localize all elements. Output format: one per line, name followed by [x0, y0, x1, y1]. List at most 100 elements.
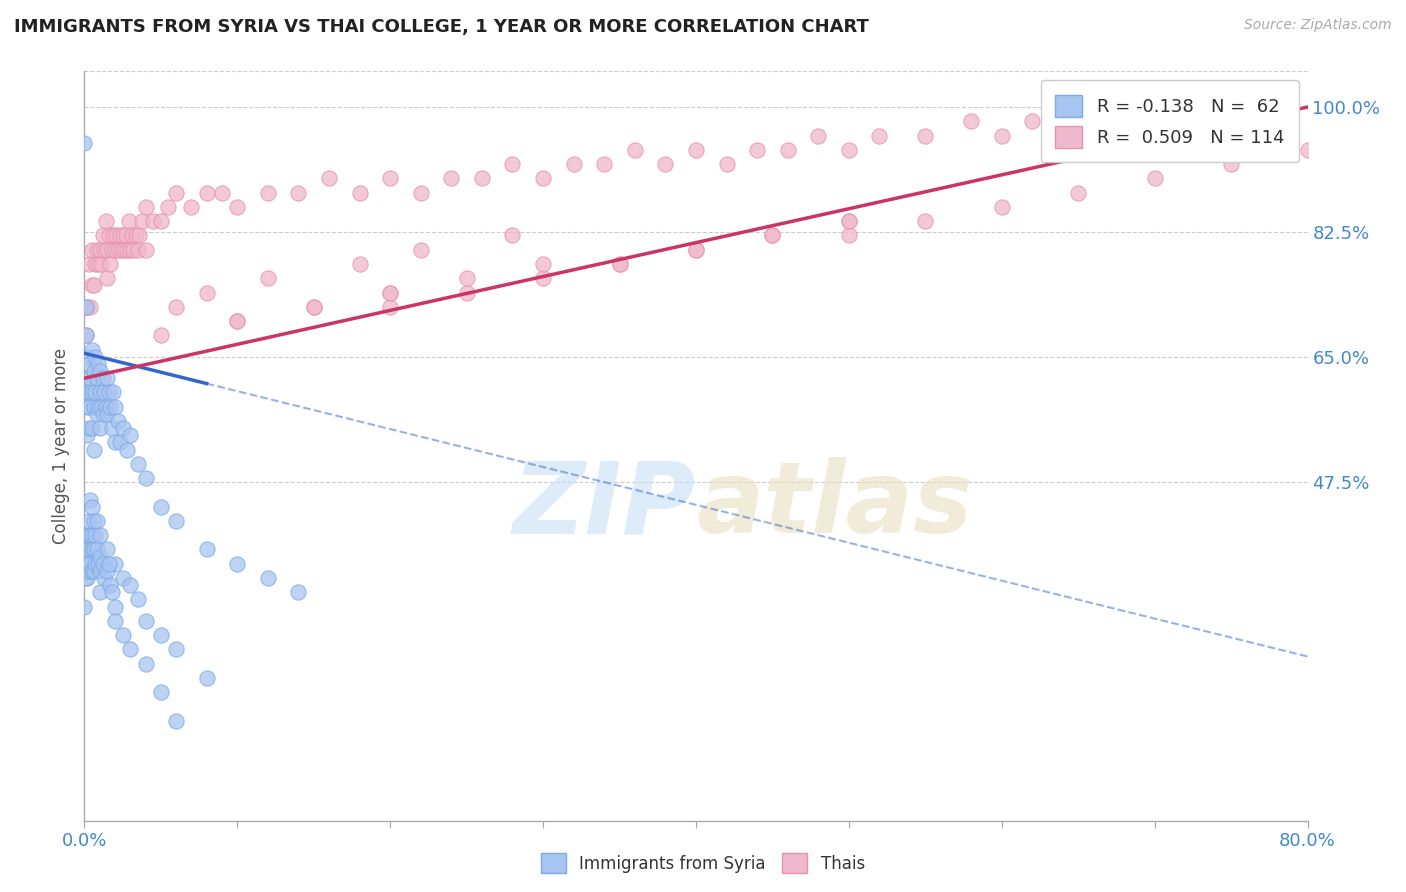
Point — [302, 300, 325, 314]
Point — [83, 542, 105, 557]
Point — [456, 285, 478, 300]
Point — [89, 564, 111, 578]
Point — [79, 492, 101, 507]
Point — [122, 243, 145, 257]
Point — [165, 186, 187, 200]
Point — [86, 407, 108, 421]
Point — [89, 585, 111, 599]
Point — [456, 271, 478, 285]
Point — [685, 243, 707, 257]
Point — [76, 571, 98, 585]
Point — [654, 157, 676, 171]
Point — [302, 300, 325, 314]
Point — [86, 514, 108, 528]
Point — [89, 549, 111, 564]
Point — [87, 257, 110, 271]
Point — [96, 564, 118, 578]
Point — [531, 171, 554, 186]
Point — [79, 300, 101, 314]
Point — [98, 257, 121, 271]
Point — [115, 442, 138, 457]
Point — [349, 257, 371, 271]
Point — [287, 186, 309, 200]
Point — [127, 243, 149, 257]
Point — [84, 350, 107, 364]
Point — [89, 364, 111, 378]
Point — [104, 614, 127, 628]
Point — [107, 243, 129, 257]
Point — [914, 214, 936, 228]
Point — [838, 143, 860, 157]
Point — [128, 228, 150, 243]
Point — [75, 557, 97, 571]
Point — [747, 143, 769, 157]
Point — [75, 571, 97, 585]
Point — [76, 300, 98, 314]
Point — [135, 614, 157, 628]
Point — [80, 528, 103, 542]
Point — [111, 571, 134, 585]
Point — [838, 228, 860, 243]
Point — [89, 528, 111, 542]
Point — [1143, 171, 1166, 186]
Point — [73, 300, 96, 314]
Point — [257, 571, 280, 585]
Point — [1114, 100, 1136, 114]
Point — [609, 257, 631, 271]
Point — [75, 328, 97, 343]
Point — [807, 128, 830, 143]
Point — [685, 243, 707, 257]
Point — [149, 685, 172, 699]
Point — [991, 128, 1014, 143]
Point — [195, 542, 218, 557]
Point — [73, 136, 96, 150]
Point — [101, 585, 124, 599]
Point — [94, 400, 117, 414]
Point — [84, 557, 107, 571]
Point — [111, 628, 134, 642]
Point — [96, 542, 118, 557]
Point — [103, 228, 125, 243]
Point — [180, 200, 202, 214]
Point — [80, 243, 103, 257]
Point — [104, 557, 127, 571]
Point — [838, 214, 860, 228]
Point — [79, 557, 101, 571]
Point — [149, 500, 172, 514]
Point — [685, 143, 707, 157]
Point — [77, 542, 100, 557]
Point — [94, 214, 117, 228]
Point — [135, 200, 157, 214]
Point — [869, 128, 891, 143]
Point — [226, 314, 249, 328]
Point — [104, 400, 127, 414]
Point — [79, 400, 101, 414]
Point — [761, 228, 783, 243]
Point — [90, 257, 112, 271]
Point — [104, 599, 127, 614]
Point — [135, 471, 157, 485]
Point — [149, 628, 172, 642]
Point — [86, 243, 108, 257]
Point — [624, 143, 647, 157]
Point — [90, 400, 112, 414]
Point — [135, 657, 157, 671]
Point — [98, 578, 121, 592]
Point — [96, 371, 118, 385]
Point — [593, 157, 616, 171]
Point — [75, 328, 97, 343]
Point — [73, 542, 96, 557]
Point — [165, 642, 187, 657]
Point — [531, 257, 554, 271]
Point — [195, 285, 218, 300]
Point — [380, 285, 402, 300]
Point — [96, 243, 118, 257]
Point — [93, 243, 115, 257]
Point — [91, 371, 114, 385]
Point — [75, 300, 97, 314]
Point — [1067, 114, 1090, 128]
Point — [76, 528, 98, 542]
Point — [121, 228, 143, 243]
Point — [77, 421, 100, 435]
Point — [89, 421, 111, 435]
